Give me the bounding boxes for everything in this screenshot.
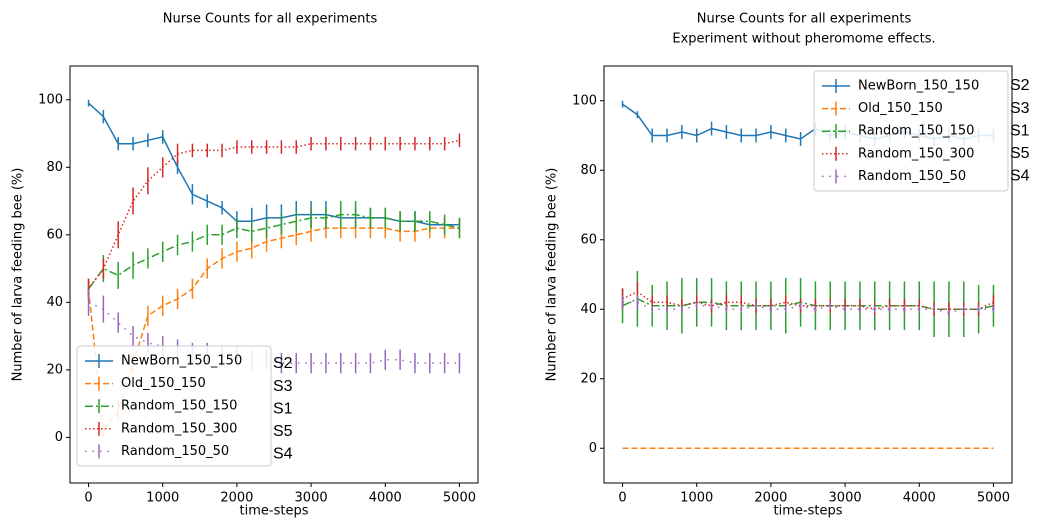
annotation: S5 xyxy=(1010,145,1030,162)
y-tick-label: 80 xyxy=(580,163,597,178)
annotation: S3 xyxy=(273,378,293,395)
x-tick-label: 0 xyxy=(84,491,92,506)
legend-label: Random_150_150 xyxy=(121,399,237,414)
series-line xyxy=(622,291,994,311)
y-tick-label: 0 xyxy=(589,441,597,456)
series-line xyxy=(87,102,460,226)
series xyxy=(87,201,461,299)
x-tick-label: 2000 xyxy=(754,491,787,506)
chart-title: Nurse Counts for all experiments xyxy=(163,12,378,27)
series xyxy=(621,295,995,317)
y-axis-label: Number of larva feeding bee (%) xyxy=(11,168,26,382)
legend-label: Random_150_300 xyxy=(858,146,974,161)
y-tick-label: 80 xyxy=(46,160,63,175)
y-tick-label: 40 xyxy=(580,302,597,317)
series-line xyxy=(622,301,994,314)
series-line xyxy=(87,139,460,290)
annotation: S2 xyxy=(1010,77,1030,94)
x-tick-label: 4000 xyxy=(369,491,402,506)
y-tick-label: 0 xyxy=(55,430,63,445)
x-tick-label: 3000 xyxy=(829,491,862,506)
annotation: S3 xyxy=(1010,100,1030,117)
legend-label: Random_150_300 xyxy=(121,421,237,436)
plot-frame xyxy=(603,65,1013,484)
annotation: S1 xyxy=(273,400,293,417)
y-tick-label: 40 xyxy=(46,295,63,310)
annotation: S5 xyxy=(273,423,293,440)
x-tick-label: 1000 xyxy=(680,491,713,506)
x-tick-label: 5000 xyxy=(443,491,476,506)
chart-subtitle: Experiment without pheromome effects. xyxy=(672,32,935,47)
annotation: S1 xyxy=(1010,122,1030,139)
y-tick-label: 100 xyxy=(38,92,63,107)
legend-label: Random_150_50 xyxy=(858,169,966,184)
series xyxy=(621,281,995,317)
x-tick-label: 2000 xyxy=(220,491,253,506)
x-tick-label: 3000 xyxy=(295,491,328,506)
annotation: S2 xyxy=(273,355,293,372)
y-tick-label: 60 xyxy=(580,232,597,247)
plot-frame xyxy=(69,65,479,484)
x-axis-label: time-steps xyxy=(240,504,309,519)
annotation: S4 xyxy=(273,446,293,463)
series-line xyxy=(87,213,460,290)
y-tick-label: 60 xyxy=(46,227,63,242)
y-tick-label: 20 xyxy=(580,371,597,386)
x-tick-label: 5000 xyxy=(977,491,1010,506)
series-line xyxy=(622,297,994,311)
legend-box xyxy=(76,345,272,467)
series xyxy=(621,271,995,338)
legend-label: Old_150_150 xyxy=(121,376,206,391)
series-line xyxy=(87,227,460,433)
series xyxy=(87,99,461,235)
y-axis-label: Number of larva feeding bee (%) xyxy=(545,168,560,382)
legend-label: NewBorn_150_150 xyxy=(858,79,979,94)
legend-label: Random_150_50 xyxy=(121,444,229,459)
annotation: S4 xyxy=(1010,168,1030,185)
legend-label: Random_150_150 xyxy=(858,124,974,139)
legend-label: NewBorn_150_150 xyxy=(121,354,242,369)
series-line xyxy=(88,301,460,364)
x-tick-label: 1000 xyxy=(146,491,179,506)
x-tick-label: 4000 xyxy=(903,491,936,506)
x-tick-label: 0 xyxy=(618,491,626,506)
legend-label: Old_150_150 xyxy=(858,101,943,116)
y-tick-label: 100 xyxy=(572,93,597,108)
chart-title: Nurse Counts for all experiments xyxy=(697,12,912,27)
y-tick-label: 20 xyxy=(46,362,63,377)
legend-box xyxy=(813,70,1009,192)
x-axis-label: time-steps xyxy=(774,504,843,519)
series xyxy=(87,133,461,299)
